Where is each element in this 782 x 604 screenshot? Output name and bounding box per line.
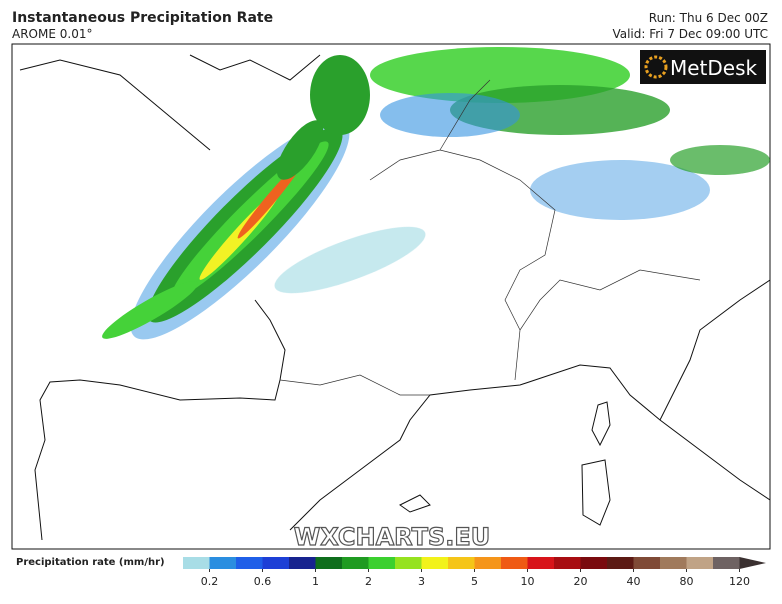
colorbar-tick-label: 40 xyxy=(627,575,641,588)
colorbar-segment xyxy=(633,557,661,569)
colorbar-segment xyxy=(209,557,237,569)
run-time: Run: Thu 6 Dec 00Z xyxy=(649,11,768,25)
colorbar-segment xyxy=(183,557,210,569)
map-frame xyxy=(11,43,771,550)
colorbar-tick-label: 5 xyxy=(471,575,478,588)
colorbar-segment xyxy=(395,557,422,569)
colorbar-segment xyxy=(713,557,740,569)
colorbar-segment xyxy=(501,557,528,569)
colorbar: 0.2 0.6 1 2 3 5 10 20 40 80 120 xyxy=(183,557,766,588)
colorbar-tick-label: 80 xyxy=(680,575,694,588)
logo-box xyxy=(640,50,766,84)
valid-time: Valid: Fri 7 Dec 09:00 UTC xyxy=(612,27,768,41)
colorbar-label: Precipitation rate (mm/hr) xyxy=(16,557,165,568)
colorbar-segment xyxy=(236,557,263,569)
colorbar-segment xyxy=(660,557,687,569)
colorbar-segment xyxy=(686,557,714,569)
colorbar-tick-label: 120 xyxy=(729,575,750,588)
watermark: WXCHARTS.EU xyxy=(294,523,490,551)
subtitle: AROME 0.01° xyxy=(12,27,92,41)
colorbar-segment xyxy=(607,557,634,569)
colorbar-tick-label: 10 xyxy=(521,575,535,588)
colorbar-segment xyxy=(554,557,581,569)
precip xyxy=(102,47,770,340)
colorbar-arrow xyxy=(739,557,766,569)
title: Instantaneous Precipitation Rate xyxy=(12,10,273,26)
colorbar-tick-label: 1 xyxy=(312,575,319,588)
colorbar-segment xyxy=(580,557,608,569)
colorbar-segment xyxy=(368,557,396,569)
logo: MetDesk xyxy=(670,56,758,80)
colorbar-segment xyxy=(342,557,369,569)
colorbar-tick-label: 3 xyxy=(418,575,425,588)
colorbar-segment xyxy=(474,557,502,569)
logo-icon xyxy=(644,55,668,79)
colorbar-segment xyxy=(448,557,475,569)
colorbar-tick-label: 20 xyxy=(574,575,588,588)
colorbar-tick-label: 0.2 xyxy=(201,575,219,588)
colorbar-segment xyxy=(262,557,290,569)
colorbar-segment xyxy=(421,557,449,569)
colorbar-segment xyxy=(527,557,555,569)
colorbar-tick-label: 2 xyxy=(365,575,372,588)
colorbar-tick-label: 0.6 xyxy=(254,575,272,588)
map: MetDesk WXCHARTS.EU xyxy=(11,43,771,552)
colorbar-segment xyxy=(289,557,316,569)
colorbar-segment xyxy=(315,557,343,569)
